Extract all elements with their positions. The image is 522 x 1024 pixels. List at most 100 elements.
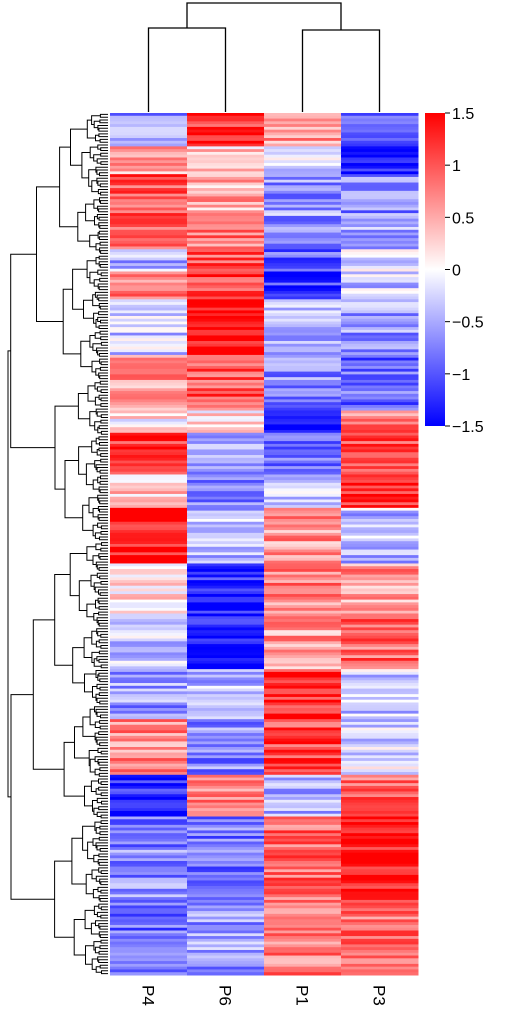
heatmap-cell <box>264 215 342 220</box>
heatmap-cell <box>110 688 188 692</box>
heatmap-cell <box>264 349 342 353</box>
row-dendrogram-branch <box>97 316 108 322</box>
heatmap-cell <box>110 449 188 453</box>
row-dendrogram-branch <box>100 414 108 418</box>
heatmap-cell <box>110 496 188 501</box>
row-dendrogram-branch <box>100 475 108 480</box>
heatmap-cell <box>110 582 188 587</box>
heatmap-cell <box>264 961 342 965</box>
heatmap-cell <box>110 947 188 951</box>
heatmap-cell <box>264 641 342 645</box>
row-dendrogram-branch <box>98 672 108 677</box>
heatmap-cell <box>264 877 342 881</box>
heatmap-cell <box>341 607 419 612</box>
heatmap-cell <box>264 941 342 945</box>
heatmap-cell <box>187 455 265 459</box>
heatmap-cell <box>187 860 265 865</box>
heatmap-cell <box>110 532 188 537</box>
heatmap-cell <box>341 852 419 856</box>
row-dendrogram-branch <box>98 394 108 400</box>
heatmap-cell <box>187 674 265 678</box>
heatmap-cell <box>187 441 265 445</box>
heatmap-cell <box>264 810 342 815</box>
heatmap-cell <box>341 524 419 528</box>
heatmap-cell <box>187 557 265 562</box>
heatmap-cell <box>264 763 342 767</box>
heatmap-cell <box>110 594 188 598</box>
row-dendrogram-branch <box>99 469 108 474</box>
heatmap-cell <box>341 199 419 203</box>
heatmap-cell <box>264 644 342 648</box>
heatmap-cell <box>341 555 419 559</box>
heatmap-cell <box>341 213 419 217</box>
heatmap-cell <box>264 874 342 879</box>
heatmap-cell <box>264 869 342 873</box>
heatmap-cell <box>264 674 342 678</box>
heatmap-cell <box>264 819 342 823</box>
heatmap-cell <box>187 424 265 428</box>
heatmap-cell <box>110 813 188 817</box>
heatmap-cell <box>341 530 419 534</box>
heatmap-cell <box>341 118 419 122</box>
heatmap-cell <box>341 847 419 851</box>
heatmap-cell <box>187 140 265 145</box>
heatmap-cell <box>341 827 419 831</box>
row-dendrogram-branch <box>96 711 108 717</box>
heatmap-cell <box>187 749 265 754</box>
heatmap-cell <box>187 310 265 314</box>
heatmap-cell <box>187 124 265 128</box>
heatmap-cell <box>110 852 188 856</box>
heatmap-cell <box>341 346 419 350</box>
heatmap-cell <box>187 772 265 776</box>
row-dendrogram-branch <box>100 792 108 797</box>
row-dendrogram-branch <box>100 319 108 324</box>
heatmap-cell <box>110 763 188 767</box>
heatmap-cell <box>110 972 188 976</box>
heatmap-cell <box>264 785 342 790</box>
column-dendrogram-branch <box>186 2 342 30</box>
heatmap-cell <box>187 252 265 256</box>
heatmap-cell <box>264 669 342 673</box>
heatmap-cell <box>110 332 188 336</box>
heatmap-cell <box>341 738 419 742</box>
heatmap-cell <box>341 188 419 192</box>
heatmap-cell <box>264 174 342 178</box>
heatmap-cell <box>264 274 342 278</box>
heatmap-cell <box>187 613 265 617</box>
heatmap-cell <box>187 577 265 581</box>
heatmap-cell <box>341 663 419 667</box>
heatmap-cell <box>341 249 419 253</box>
heatmap-cell <box>264 402 342 406</box>
heatmap-cell <box>264 424 342 428</box>
heatmap-cell <box>341 416 419 420</box>
heatmap-cell <box>341 691 419 695</box>
row-dendrogram-branch <box>97 886 108 893</box>
heatmap-cell <box>264 752 342 756</box>
row-dendrogram-branch <box>100 403 108 407</box>
heatmap-cell <box>110 683 188 687</box>
heatmap-cell <box>110 538 188 542</box>
heatmap-cell <box>264 379 342 384</box>
heatmap-cell <box>110 221 188 225</box>
heatmap-cell <box>341 905 419 909</box>
heatmap-cell <box>110 774 188 779</box>
row-dendrogram-branch <box>100 714 108 719</box>
heatmap-cell <box>264 913 342 918</box>
heatmap-cell <box>264 930 342 934</box>
heatmap-cell <box>187 802 265 806</box>
heatmap-cell <box>187 176 265 181</box>
heatmap-cell <box>110 149 188 153</box>
heatmap-cell <box>187 610 265 615</box>
heatmap-cell <box>341 240 419 245</box>
heatmap-cell <box>264 538 342 542</box>
heatmap-cell <box>264 463 342 467</box>
heatmap-cell <box>264 594 342 598</box>
heatmap-cell <box>187 118 265 122</box>
heatmap-cell <box>264 574 342 578</box>
heatmap-cell <box>110 641 188 645</box>
heatmap-cell <box>110 371 188 375</box>
heatmap-cell <box>187 485 265 489</box>
row-dendrogram-branch <box>84 909 95 930</box>
heatmap-cell <box>187 824 265 829</box>
heatmap-cell <box>187 329 265 334</box>
